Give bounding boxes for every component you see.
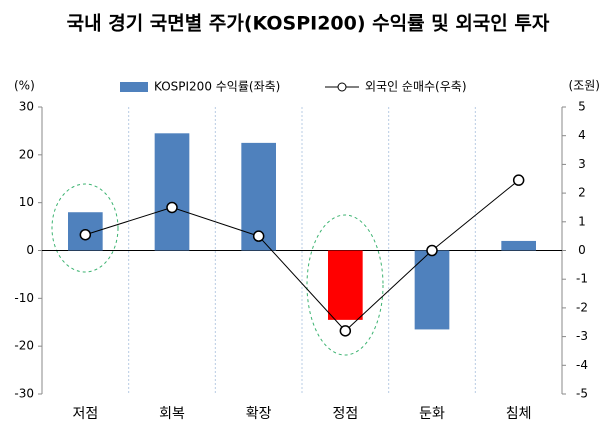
x-tick-label: 정점 (332, 406, 358, 422)
bar (414, 250, 450, 330)
line-point (339, 325, 352, 337)
line-point (512, 174, 525, 186)
legend-swatch (120, 82, 148, 92)
y-tick-label: -30 (14, 387, 34, 401)
bar (328, 250, 363, 320)
y2-tick-label: -2 (576, 300, 588, 314)
legend-marker (337, 82, 347, 92)
x-tick-label: 침체 (506, 406, 532, 422)
y2-axis-label: (조원) (569, 79, 600, 93)
highlight-ellipse (306, 214, 384, 356)
y2-tick-label: -3 (576, 329, 588, 343)
x-tick-label: 저점 (72, 406, 98, 422)
line (85, 179, 519, 332)
y2-tick-label: -1 (576, 272, 588, 286)
y2-tick-label: 3 (578, 157, 586, 171)
y-axis-label: (%) (14, 79, 35, 93)
y-tick-label: -20 (14, 339, 34, 353)
line-point (252, 230, 265, 242)
y-tick-label: 10 (19, 195, 34, 209)
highlight-ellipse (51, 183, 119, 273)
bar (154, 133, 190, 251)
y-tick-label: -10 (14, 291, 34, 305)
legend-label: KOSPI200 수익률(좌축) (154, 80, 280, 94)
y2-tick-label: -5 (576, 387, 588, 401)
y2-tick-label: 5 (578, 100, 586, 114)
y2-tick-label: 4 (578, 128, 586, 142)
y2-tick-label: -4 (576, 358, 588, 372)
y-tick-label: 20 (19, 147, 34, 161)
line-point (79, 228, 92, 241)
y2-tick-label: 2 (578, 186, 586, 200)
y2-tick-label: 0 (578, 243, 586, 257)
bar (501, 240, 536, 251)
y-tick-label: 0 (26, 243, 34, 257)
line-point (426, 244, 438, 257)
x-tick-label: 확장 (246, 406, 272, 422)
y2-tick-label: 1 (578, 214, 586, 228)
x-tick-label: 회복 (159, 406, 185, 422)
x-tick-label: 둔화 (419, 406, 445, 422)
y-tick-label: 30 (19, 100, 34, 114)
line-point (166, 201, 178, 214)
legend-label: 외국인 순매수(우축) (365, 80, 467, 94)
chart-title: 국내 경기 국면별 주가(KOSPI200) 수익률 및 외국인 투자 (67, 13, 550, 35)
